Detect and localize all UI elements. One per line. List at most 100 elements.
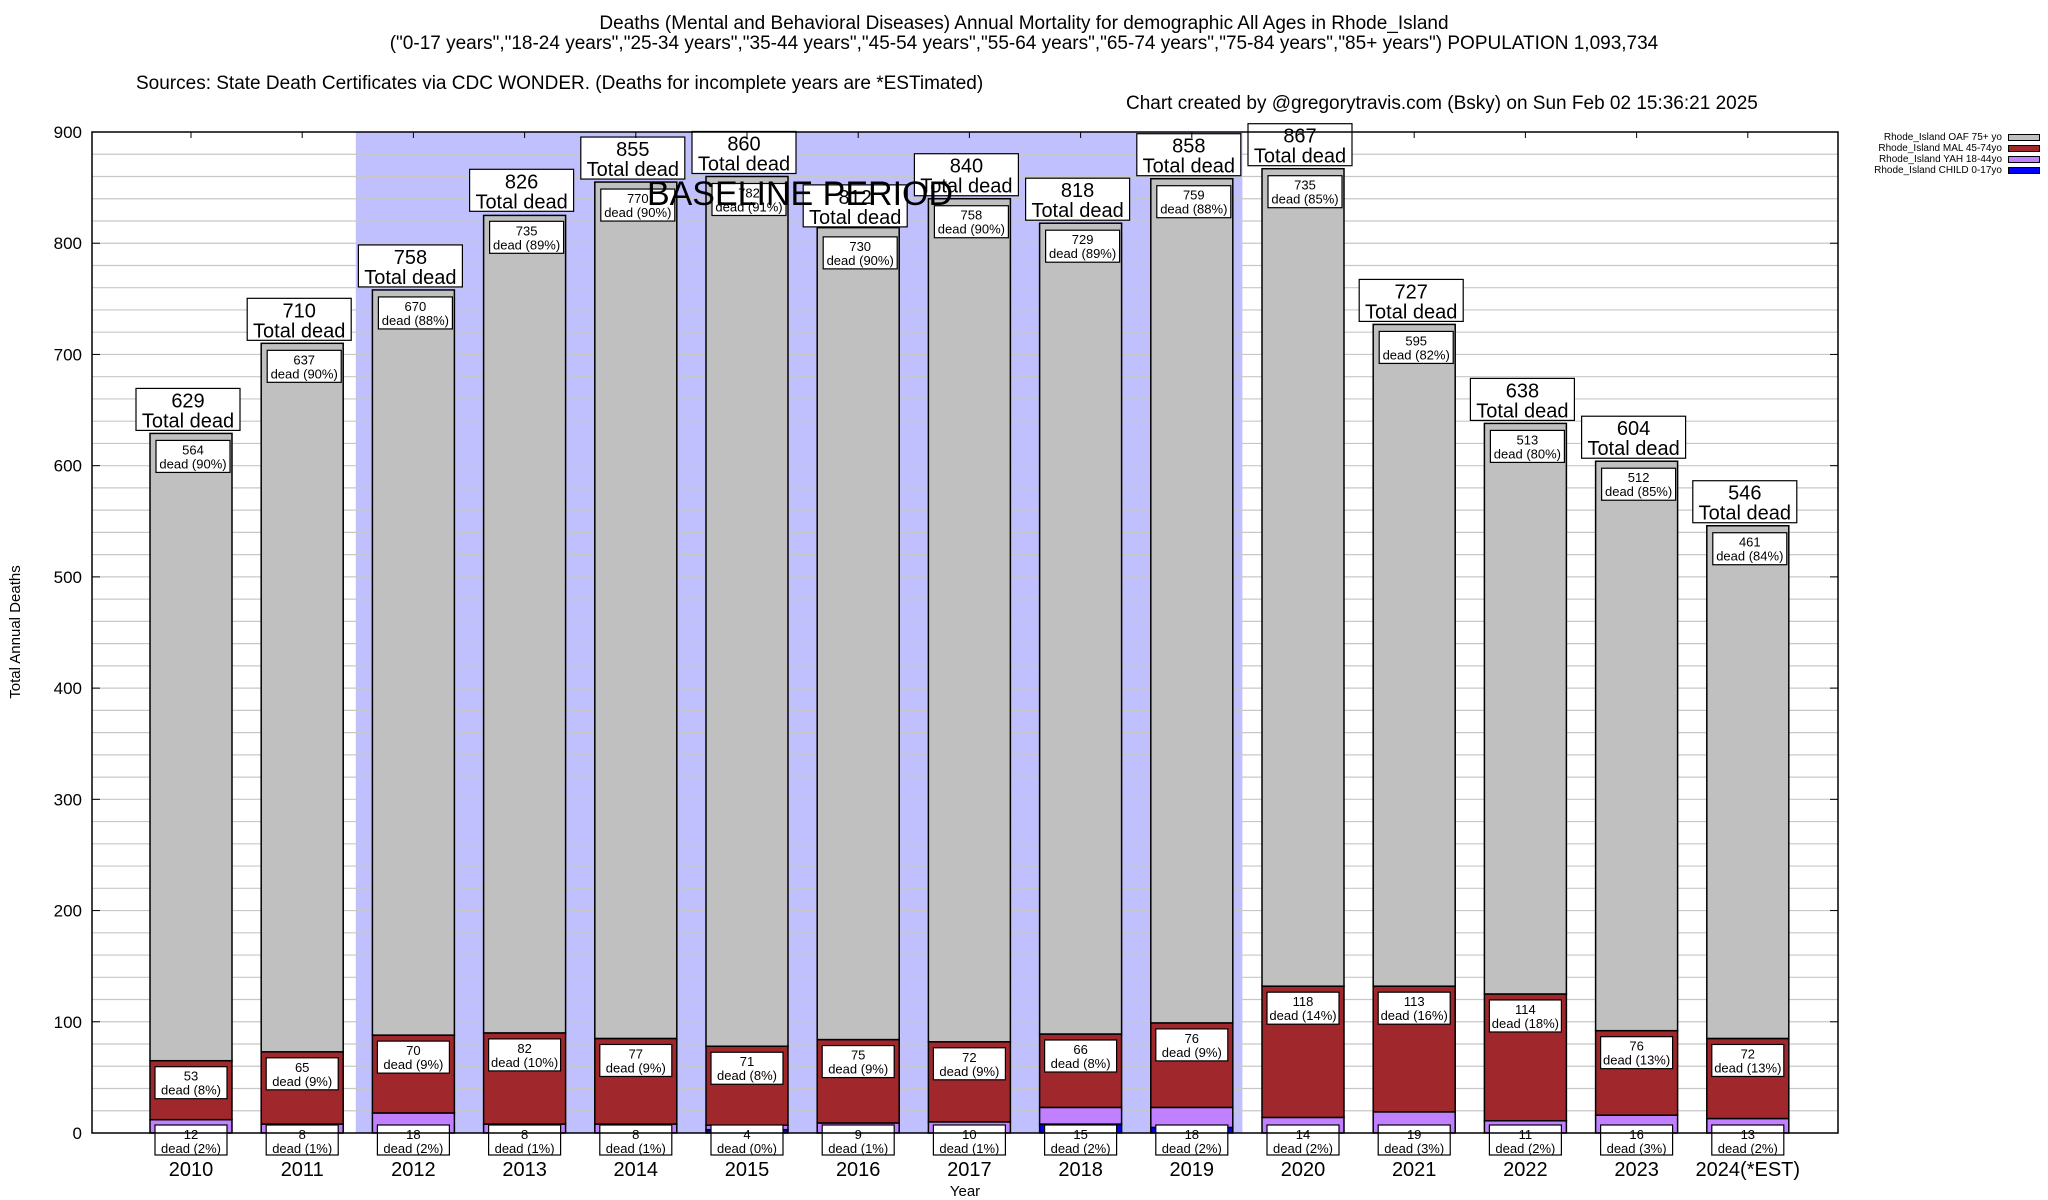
yah-label-text: dead (2%) xyxy=(1051,1141,1111,1156)
total-value: 826 xyxy=(505,171,538,193)
total-value: 860 xyxy=(727,133,760,155)
oaf-label-text: dead (88%) xyxy=(1160,202,1227,217)
mal-label-box xyxy=(932,1047,1007,1081)
total-suffix: Total dead xyxy=(253,320,345,342)
mal-label-text: 77 xyxy=(629,1046,643,1061)
y-tick-label: 900 xyxy=(54,123,82,142)
yah-label-text: dead (1%) xyxy=(939,1141,999,1156)
oaf-label-text: dead (90%) xyxy=(604,205,671,220)
bar-segment-oaf xyxy=(1372,323,1456,987)
mal-label-text: dead (14%) xyxy=(1269,1008,1336,1023)
y-tick-label: 600 xyxy=(54,457,82,476)
total-value: 546 xyxy=(1728,483,1761,505)
total-suffix: Total dead xyxy=(1365,301,1457,323)
total-value: 867 xyxy=(1283,126,1316,148)
yah-label-text: dead (3%) xyxy=(1607,1141,1667,1156)
oaf-label-box xyxy=(266,349,342,383)
oaf-label-text: dead (89%) xyxy=(493,237,560,252)
mal-label-text: 82 xyxy=(517,1041,531,1056)
total-suffix: Total dead xyxy=(920,176,1012,198)
total-suffix: Total dead xyxy=(1254,146,1346,168)
mal-label-text: dead (16%) xyxy=(1381,1008,1448,1023)
yah-label-text: 16 xyxy=(1629,1127,1643,1142)
mal-label-text: 72 xyxy=(1741,1046,1755,1061)
total-value: 812 xyxy=(839,187,872,209)
legend-item-mal: Rhode_Island MAL 45-74yo xyxy=(1874,143,2040,154)
mal-label-box xyxy=(376,1040,450,1074)
baseline-period-label: BASELINE PERIOD xyxy=(647,175,953,213)
oaf-label-text: 512 xyxy=(1628,470,1650,485)
yah-label-box xyxy=(1711,1124,1785,1156)
bar-segment-oaf xyxy=(371,289,456,1036)
yah-label-text: 18 xyxy=(1185,1127,1199,1142)
total-label-box xyxy=(1247,123,1353,167)
total-suffix: Total dead xyxy=(364,267,456,289)
mal-label-text: dead (9%) xyxy=(606,1060,666,1075)
oaf-label-text: 759 xyxy=(1183,188,1205,203)
legend-swatch xyxy=(2008,167,2040,174)
oaf-label-box xyxy=(600,188,676,222)
total-label-box xyxy=(1358,278,1464,323)
legend-label: Rhode_Island CHILD 0-17yo xyxy=(1874,165,2002,176)
x-tick-label: 2013 xyxy=(502,1159,547,1181)
total-label-box xyxy=(246,297,352,341)
oaf-label-text: 461 xyxy=(1739,535,1761,550)
total-value: 629 xyxy=(171,390,204,412)
total-value: 727 xyxy=(1395,281,1428,303)
bar-segment-oaf xyxy=(149,432,233,1062)
total-value: 638 xyxy=(1506,380,1539,402)
yah-label-text: 10 xyxy=(962,1127,976,1142)
oaf-label-text: 735 xyxy=(1294,178,1316,193)
total-label-box xyxy=(691,130,797,175)
yah-label-text: 4 xyxy=(743,1127,750,1142)
y-tick-label: 0 xyxy=(73,1124,82,1143)
mal-label-text: 66 xyxy=(1073,1042,1087,1057)
yah-label-text: 9 xyxy=(855,1127,862,1142)
total-label-box xyxy=(1469,377,1576,422)
oaf-label-text: dead (89%) xyxy=(1049,246,1116,261)
bar-segment-oaf xyxy=(1038,222,1123,1035)
oaf-label-text: dead (85%) xyxy=(1271,192,1338,207)
total-label-box xyxy=(802,184,908,228)
yah-label-box xyxy=(1043,1124,1118,1156)
y-tick-label: 700 xyxy=(54,345,82,364)
y-tick-label: 100 xyxy=(54,1013,82,1032)
total-value: 710 xyxy=(283,300,316,322)
total-label-box xyxy=(1136,133,1242,177)
x-tick-label: 2023 xyxy=(1614,1159,1659,1181)
bar-segment-oaf xyxy=(927,197,1012,1043)
yah-label-text: dead (2%) xyxy=(383,1141,443,1156)
oaf-label-box xyxy=(1489,429,1566,464)
oaf-label-text: dead (82%) xyxy=(1383,347,1450,362)
yah-label-text: 8 xyxy=(299,1127,306,1142)
legend-item-oaf: Rhode_Island OAF 75+ yo xyxy=(1874,132,2040,143)
mal-label-box xyxy=(488,1038,562,1072)
yah-label-text: dead (1%) xyxy=(828,1141,888,1156)
total-label-box xyxy=(469,168,575,212)
oaf-label-box xyxy=(1600,467,1677,501)
